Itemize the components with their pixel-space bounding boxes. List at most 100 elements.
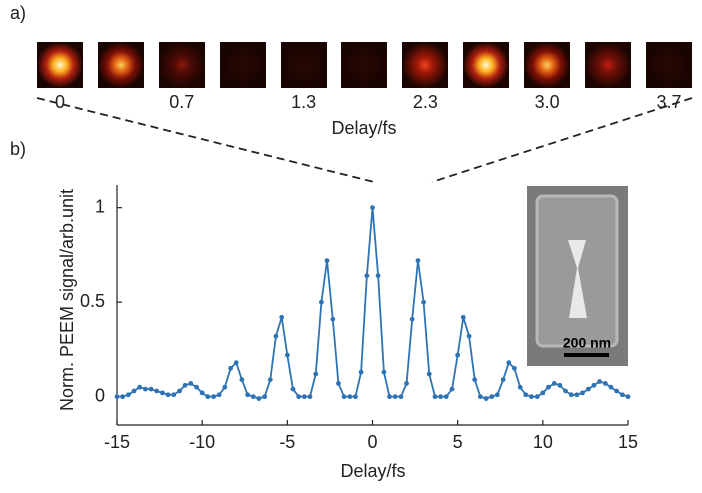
frame-image	[281, 42, 327, 88]
data-point	[370, 205, 375, 211]
data-point	[199, 390, 205, 396]
data-point	[443, 394, 449, 400]
data-point	[506, 360, 512, 366]
data-point	[398, 394, 404, 400]
data-point	[205, 394, 211, 400]
data-point	[546, 384, 551, 390]
data-point	[557, 382, 563, 388]
data-point	[432, 394, 438, 400]
frame-label: 2.3	[413, 92, 438, 112]
data-point	[353, 394, 358, 400]
data-point	[483, 396, 489, 401]
data-point	[387, 394, 392, 400]
data-point	[284, 352, 290, 358]
data-point	[120, 394, 126, 400]
data-point	[143, 386, 148, 392]
frame-image	[159, 42, 205, 88]
data-point	[494, 392, 500, 398]
frame-image	[463, 42, 509, 88]
x-tick-label: 5	[453, 432, 463, 452]
data-point	[409, 316, 415, 322]
y-axis-label: Norm. PEEM signal/arb.unit	[57, 189, 77, 411]
data-point	[165, 392, 171, 398]
data-point	[330, 316, 336, 322]
y-tick-label: 0.5	[80, 291, 105, 311]
data-point	[336, 381, 341, 386]
data-point	[460, 314, 466, 320]
frame-image	[37, 42, 83, 88]
data-point	[182, 382, 188, 388]
data-point	[489, 394, 495, 400]
panel-label: a)	[10, 3, 26, 23]
frame-label: 0.7	[169, 92, 194, 112]
data-point	[568, 392, 574, 398]
data-point	[279, 314, 285, 320]
data-point	[319, 299, 324, 305]
x-tick-label: 10	[533, 432, 553, 452]
data-point	[239, 377, 245, 383]
data-point	[358, 369, 364, 375]
data-point	[245, 392, 251, 398]
data-point	[426, 371, 432, 377]
frame-label: 3.7	[656, 92, 681, 112]
x-tick-label: 0	[367, 432, 377, 452]
data-point	[619, 392, 625, 398]
data-point	[500, 377, 506, 383]
data-point	[250, 394, 256, 400]
data-point	[602, 381, 608, 386]
data-point	[228, 365, 234, 371]
data-point	[551, 381, 557, 386]
frame-label: 3.0	[535, 92, 560, 112]
data-point	[511, 365, 517, 371]
inset-image: 200 nm	[527, 186, 628, 366]
data-point	[296, 394, 302, 400]
data-point	[466, 333, 472, 339]
data-point	[148, 386, 154, 392]
frame-label: 0	[55, 92, 65, 112]
data-point	[188, 381, 194, 386]
data-point	[324, 258, 330, 263]
data-point	[171, 392, 177, 398]
data-point	[375, 273, 381, 279]
data-point	[523, 392, 529, 398]
data-point	[347, 394, 353, 400]
data-point	[608, 384, 614, 390]
data-point	[574, 392, 580, 398]
data-point	[472, 377, 478, 383]
data-point	[126, 392, 131, 398]
data-point	[267, 377, 273, 383]
data-point	[233, 360, 239, 366]
data-point	[216, 392, 222, 398]
data-point	[177, 388, 182, 394]
inset-bowtie	[568, 240, 587, 318]
data-point	[341, 394, 347, 400]
data-point	[477, 394, 483, 400]
data-point	[262, 394, 268, 400]
frame-image	[341, 42, 387, 88]
data-point	[313, 371, 319, 377]
data-point	[597, 379, 602, 384]
data-point	[529, 394, 534, 400]
data-point	[256, 396, 262, 401]
frame-image	[402, 42, 448, 88]
data-point	[580, 390, 585, 396]
x-tick-label: -15	[104, 432, 130, 452]
frame-image	[98, 42, 144, 88]
data-point	[438, 394, 444, 400]
frame-image	[524, 42, 570, 88]
scale-label: 200 nm	[563, 335, 611, 351]
frame-image	[646, 42, 692, 88]
data-point	[160, 390, 165, 396]
frames-x-label: Delay/fs	[331, 118, 396, 138]
x-tick-label: -10	[189, 432, 215, 452]
y-tick-label: 1	[95, 196, 105, 216]
data-point	[449, 386, 455, 392]
panel-label: b)	[10, 139, 26, 159]
data-point	[364, 273, 370, 279]
frame-label: 1.3	[291, 92, 316, 112]
x-tick-label: 15	[618, 432, 638, 452]
data-point	[301, 394, 307, 400]
data-point	[381, 369, 387, 375]
data-point	[194, 384, 199, 390]
